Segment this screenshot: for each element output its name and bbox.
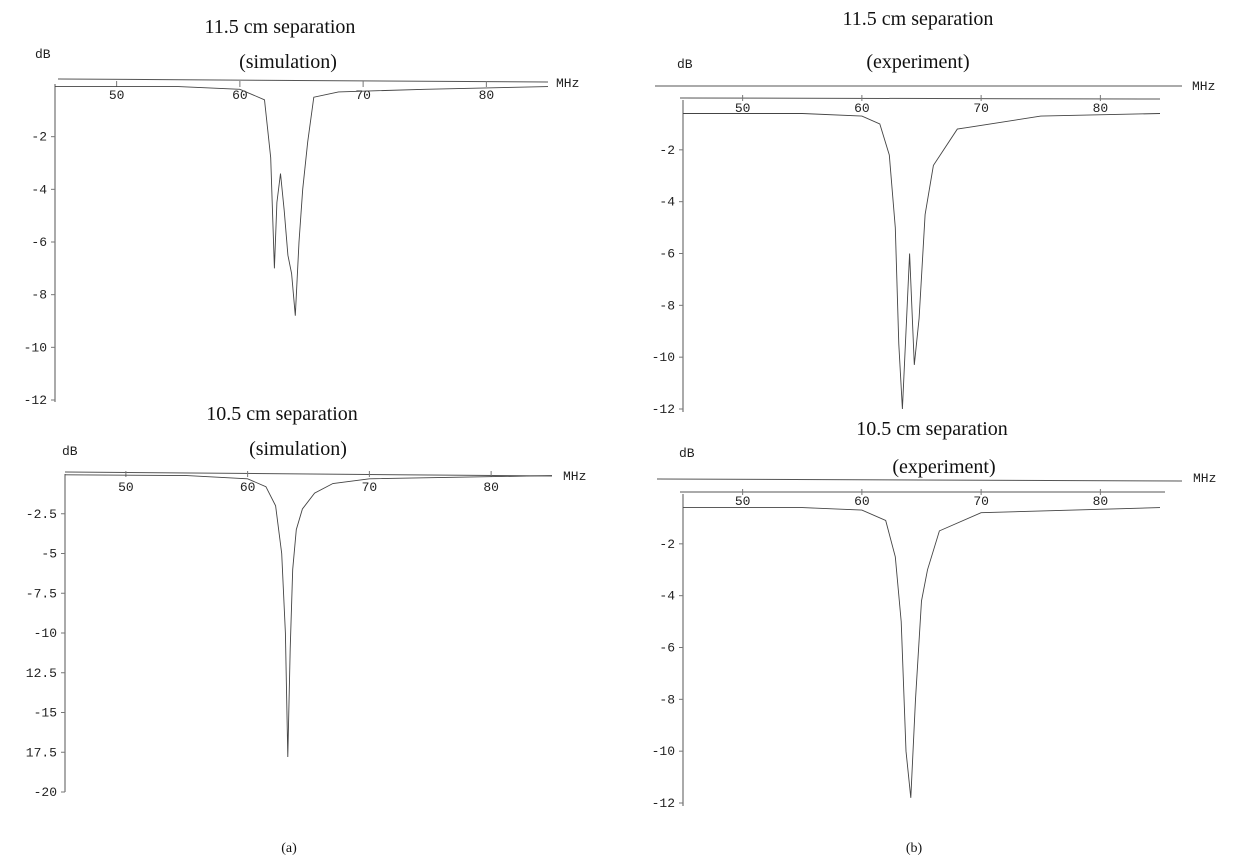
x-axis-line-secondary <box>679 97 1161 100</box>
x-tick-label: 50 <box>735 494 751 509</box>
x-tick-label: 80 <box>483 480 499 495</box>
y-axis-label: dB <box>35 47 51 62</box>
y-tick-label: -5 <box>41 547 57 562</box>
x-axis-line <box>57 78 549 83</box>
y-tick-label: -7.5 <box>26 586 57 601</box>
x-axis-label: MHz <box>563 469 586 484</box>
chart-title: 11.5 cm separation <box>205 16 356 38</box>
x-tick-label: 50 <box>109 88 125 103</box>
y-axis-label: dB <box>679 446 695 461</box>
y-tick-label: -10 <box>652 350 675 365</box>
y-tick-label: -12 <box>652 796 675 811</box>
x-ticks: 50 60 70 80 <box>735 95 1108 116</box>
y-tick-label: -2 <box>31 130 47 145</box>
x-ticks: 50 60 70 80 <box>735 489 1108 509</box>
chart-panel-a-top: 11.5 cm separation (simulation) dB MHz 5… <box>24 16 580 408</box>
chart-panel-a-bottom: 10.5 cm separation (simulation) dB MHz 5… <box>26 403 587 800</box>
chart-subtitle: (simulation) <box>239 51 337 73</box>
y-tick-label: -12 <box>652 402 675 417</box>
y-tick-label: -12 <box>24 393 47 408</box>
y-tick-label: -2 <box>659 537 675 552</box>
y-tick-label: -2 <box>659 143 675 158</box>
x-tick-label: 70 <box>362 480 378 495</box>
series-line <box>64 474 553 758</box>
x-axis-line <box>656 478 1183 482</box>
chart-subtitle: (experiment) <box>892 456 995 478</box>
y-axis-label: dB <box>62 444 78 459</box>
y-tick-label: 17.5 <box>26 745 57 760</box>
x-axis-label: MHz <box>556 76 579 91</box>
chart-title: 10.5 cm separation <box>206 403 358 425</box>
x-tick-label: 60 <box>854 494 870 509</box>
y-tick-label: -6 <box>31 235 47 250</box>
y-tick-label: 12.5 <box>26 666 57 681</box>
y-ticks: -2 -4 -6 -8 -10 -12 <box>652 537 683 811</box>
chart-title: 10.5 cm separation <box>856 418 1008 440</box>
chart-panel-b-bottom: 10.5 cm separation (experiment) dB MHz 5… <box>652 418 1217 811</box>
x-tick-label: 60 <box>240 480 256 495</box>
y-tick-label: -6 <box>659 247 675 262</box>
chart-subtitle: (simulation) <box>249 438 347 460</box>
x-tick-label: 70 <box>973 101 989 116</box>
y-tick-label: -15 <box>34 706 57 721</box>
y-tick-label: -10 <box>652 744 675 759</box>
series-line <box>683 507 1161 798</box>
x-tick-label: 60 <box>232 88 248 103</box>
series-line <box>683 113 1161 410</box>
x-ticks: 50 60 70 80 <box>118 471 499 495</box>
x-tick-label: 50 <box>735 101 751 116</box>
y-tick-label: -4 <box>659 195 675 210</box>
y-tick-label: -8 <box>31 288 47 303</box>
caption-a: (a) <box>281 841 297 856</box>
y-ticks: -2.5 -5 -7.5 -10 12.5 -15 17.5 -20 <box>26 507 65 800</box>
y-tick-label: -10 <box>34 626 57 641</box>
y-tick-label: -8 <box>659 692 675 707</box>
x-tick-label: 80 <box>1093 494 1109 509</box>
y-tick-label: -2.5 <box>26 507 57 522</box>
x-tick-label: 80 <box>479 88 495 103</box>
x-tick-label: 80 <box>1093 101 1109 116</box>
x-tick-label: 60 <box>854 101 870 116</box>
x-axis-label: MHz <box>1193 471 1216 486</box>
y-tick-label: -8 <box>659 298 675 313</box>
series-line <box>55 86 549 316</box>
x-axis-label: MHz <box>1192 79 1215 94</box>
chart-title: 11.5 cm separation <box>843 8 994 30</box>
y-ticks: -2 -4 -6 -8 -10 -12 <box>24 130 55 408</box>
y-tick-label: -4 <box>31 182 47 197</box>
y-tick-label: -10 <box>24 340 47 355</box>
chart-subtitle: (experiment) <box>866 51 969 73</box>
x-tick-label: 70 <box>973 494 989 509</box>
x-axis-line <box>64 471 553 477</box>
y-tick-label: -20 <box>34 785 57 800</box>
y-tick-label: -4 <box>659 589 675 604</box>
x-ticks: 50 60 70 80 <box>109 81 494 103</box>
x-tick-label: 50 <box>118 480 134 495</box>
y-ticks: -2 -4 -6 -8 -10 -12 <box>652 143 683 417</box>
chart-panel-b-top: 11.5 cm separation (experiment) dB MHz 5… <box>652 8 1216 417</box>
caption-b: (b) <box>906 841 923 856</box>
y-axis-label: dB <box>677 57 693 72</box>
x-tick-label: 70 <box>355 88 371 103</box>
y-tick-label: -6 <box>659 641 675 656</box>
